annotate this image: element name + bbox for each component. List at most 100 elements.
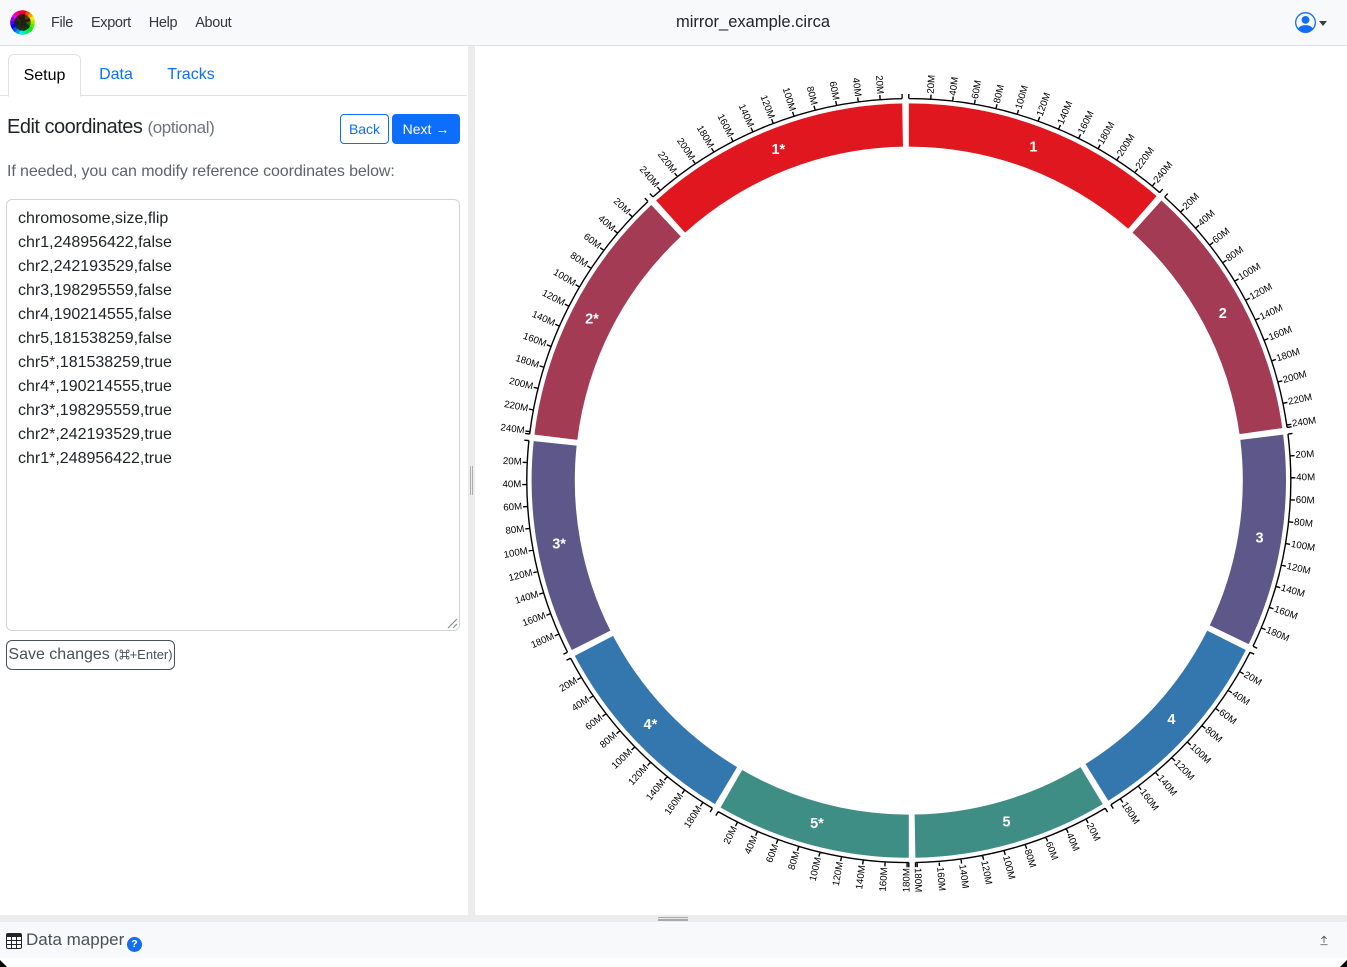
svg-text:120M: 120M — [540, 288, 567, 309]
svg-text:80M: 80M — [598, 730, 619, 751]
svg-text:20M: 20M — [926, 75, 938, 94]
svg-text:1: 1 — [1029, 140, 1037, 156]
svg-text:60M: 60M — [583, 713, 605, 733]
svg-text:40M: 40M — [850, 77, 863, 97]
svg-text:100M: 100M — [1290, 539, 1316, 554]
svg-text:160M: 160M — [663, 791, 686, 817]
svg-text:200M: 200M — [508, 376, 534, 393]
svg-text:180M: 180M — [1275, 346, 1301, 364]
svg-text:80M: 80M — [1022, 848, 1038, 869]
svg-text:80M: 80M — [804, 85, 819, 106]
svg-text:40M: 40M — [743, 834, 761, 856]
svg-text:4: 4 — [1167, 712, 1175, 728]
svg-text:180M: 180M — [530, 631, 557, 651]
svg-text:20M: 20M — [1181, 191, 1202, 212]
svg-text:120M: 120M — [508, 568, 534, 584]
svg-text:100M: 100M — [1188, 742, 1213, 767]
svg-text:180M: 180M — [514, 353, 540, 371]
svg-text:80M: 80M — [1203, 725, 1225, 746]
svg-text:100M: 100M — [1236, 261, 1262, 283]
svg-text:60M: 60M — [827, 81, 841, 102]
svg-text:100M: 100M — [1014, 84, 1031, 110]
svg-text:100M: 100M — [780, 86, 798, 112]
svg-text:160M: 160M — [934, 866, 947, 891]
svg-text:220M: 220M — [1287, 392, 1313, 408]
svg-text:160M: 160M — [521, 331, 548, 350]
svg-text:160M: 160M — [1137, 787, 1160, 813]
svg-text:20M: 20M — [722, 825, 740, 847]
svg-text:120M: 120M — [1285, 561, 1311, 577]
svg-text:200M: 200M — [1282, 369, 1308, 386]
svg-text:160M: 160M — [878, 867, 890, 892]
svg-text:140M: 140M — [956, 864, 970, 890]
svg-text:60M: 60M — [581, 231, 603, 251]
svg-text:40M: 40M — [502, 479, 521, 490]
svg-text:20M: 20M — [503, 456, 522, 468]
svg-text:180M: 180M — [682, 804, 704, 830]
svg-text:120M: 120M — [1248, 281, 1275, 302]
svg-text:100M: 100M — [808, 856, 824, 882]
svg-text:180M: 180M — [1119, 800, 1142, 826]
svg-text:140M: 140M — [1280, 583, 1306, 600]
svg-text:20M: 20M — [558, 675, 580, 694]
svg-text:140M: 140M — [1155, 773, 1179, 799]
svg-text:120M: 120M — [758, 94, 777, 121]
svg-text:160M: 160M — [1076, 109, 1097, 136]
svg-text:180M: 180M — [901, 868, 912, 892]
svg-text:120M: 120M — [978, 860, 993, 886]
svg-text:200M: 200M — [1115, 132, 1137, 158]
svg-text:60M: 60M — [503, 501, 523, 513]
svg-text:80M: 80M — [568, 250, 590, 270]
svg-text:4*: 4* — [644, 717, 658, 733]
svg-text:60M: 60M — [1296, 495, 1315, 507]
svg-text:20M: 20M — [1084, 821, 1102, 843]
svg-text:60M: 60M — [1211, 226, 1233, 246]
svg-text:3: 3 — [1256, 530, 1264, 546]
svg-text:180M: 180M — [1264, 625, 1291, 644]
svg-text:100M: 100M — [551, 267, 577, 289]
svg-text:20M: 20M — [1295, 449, 1315, 461]
svg-text:40M: 40M — [1296, 472, 1315, 483]
svg-text:160M: 160M — [521, 610, 548, 629]
svg-text:80M: 80M — [992, 84, 1007, 105]
svg-text:120M: 120M — [1035, 91, 1054, 118]
svg-text:80M: 80M — [786, 850, 802, 871]
svg-text:40M: 40M — [596, 213, 617, 234]
svg-text:80M: 80M — [505, 524, 525, 537]
svg-text:40M: 40M — [1063, 831, 1081, 853]
svg-text:120M: 120M — [626, 763, 650, 788]
svg-text:20M: 20M — [611, 196, 632, 217]
svg-text:160M: 160M — [715, 112, 736, 139]
svg-text:60M: 60M — [970, 79, 984, 99]
svg-text:20M: 20M — [1242, 670, 1264, 689]
svg-text:180M: 180M — [912, 868, 924, 892]
svg-text:100M: 100M — [1000, 854, 1017, 880]
svg-text:240M: 240M — [1151, 160, 1175, 186]
svg-text:60M: 60M — [764, 843, 781, 864]
svg-text:240M: 240M — [500, 422, 525, 436]
svg-text:40M: 40M — [570, 694, 592, 714]
svg-text:240M: 240M — [1291, 415, 1317, 429]
svg-text:220M: 220M — [1134, 145, 1157, 171]
svg-text:140M: 140M — [644, 777, 668, 803]
svg-text:40M: 40M — [1196, 208, 1217, 229]
svg-text:5: 5 — [1003, 814, 1011, 830]
svg-text:180M: 180M — [1096, 120, 1118, 147]
svg-text:2: 2 — [1219, 306, 1227, 322]
svg-text:2*: 2* — [585, 311, 599, 327]
svg-text:80M: 80M — [1293, 517, 1313, 530]
svg-text:140M: 140M — [736, 102, 756, 129]
svg-text:20M: 20M — [873, 75, 885, 95]
svg-text:120M: 120M — [1172, 758, 1197, 783]
svg-text:220M: 220M — [503, 399, 529, 414]
svg-text:240M: 240M — [637, 164, 661, 190]
svg-text:5*: 5* — [810, 816, 824, 832]
svg-text:140M: 140M — [854, 865, 868, 890]
svg-text:140M: 140M — [1258, 303, 1285, 323]
svg-text:60M: 60M — [1217, 707, 1239, 727]
svg-text:3*: 3* — [552, 536, 566, 552]
svg-text:120M: 120M — [831, 861, 846, 887]
svg-text:60M: 60M — [1043, 840, 1060, 862]
svg-text:40M: 40M — [1230, 689, 1252, 709]
svg-text:140M: 140M — [530, 309, 557, 329]
